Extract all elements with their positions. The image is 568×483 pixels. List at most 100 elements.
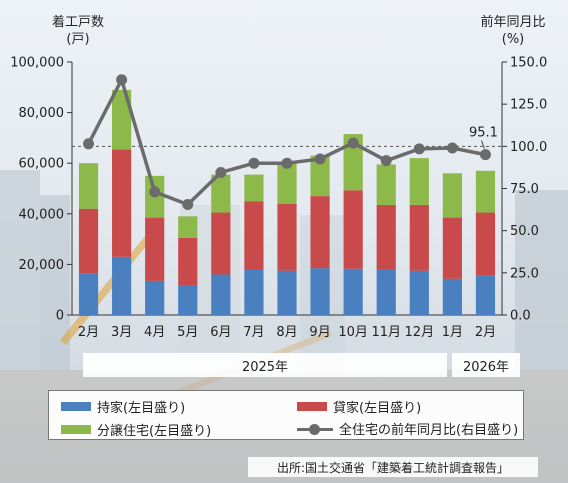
left-tick-label: 20,000 [19,258,65,273]
x-tick-label: 11月 [371,325,401,340]
legend-swatch-rental [297,402,327,411]
legend-label-yoy: 全住宅の前年同月比(右目盛り) [339,423,519,438]
right-tick-label: 25.0 [510,266,539,281]
yoy-point [446,142,458,154]
bar-segment-0 [112,256,132,315]
bar-segment-1 [475,212,496,276]
bar-segment-1 [78,208,99,274]
legend-item-yoy: 全住宅の前年同月比(右目盛り) [297,419,518,438]
left-axis-title-line1: 着工戸数 [51,15,104,30]
bar-segment-0 [211,274,231,315]
bar-segment-0 [145,280,165,315]
legend-swatch-owner [61,402,91,411]
annotation-leader [480,140,485,149]
left-axis-title: 着工戸数 (戸) [42,14,114,48]
bar-segment-2 [409,158,429,205]
yoy-point [116,74,128,86]
yoy-point [479,149,491,161]
legend-label-owner: 持家(左目盛り) [97,401,186,416]
x-tick-label: 3月 [111,325,132,340]
x-tick-label: 6月 [210,325,231,340]
bar-segment-0 [343,268,363,315]
yoy-point [149,186,161,198]
left-axis-title-line2: (戸) [66,32,90,47]
yoy-point [380,155,392,167]
x-tick-label: 2月 [475,325,496,340]
x-tick-label: 9月 [309,325,330,340]
year-label-2026: 2026年 [452,353,520,377]
yoy-point [413,143,425,155]
left-tick-label: 100,000 [10,56,64,71]
right-axis-title-line2: (%) [501,32,525,47]
bar-segment-2 [475,170,496,213]
bar-segment-1 [376,204,396,270]
right-tick-label: 50.0 [510,224,539,239]
legend-item-condo: 分譲住宅(左目盛り) [61,420,211,439]
bar-segment-1 [178,237,198,286]
year-label-2025: 2025年 [83,353,447,377]
bar-segment-2 [277,163,297,204]
bar-segment-2 [343,134,363,191]
left-tick-label: 80,000 [19,106,65,121]
right-axis-title-line1: 前年同月比 [480,15,546,30]
yoy-point [281,157,293,169]
x-tick-label: 7月 [243,325,264,340]
legend-label-rental: 貸家(左目盛り) [333,401,422,416]
bar-segment-1 [211,212,231,275]
right-tick-label: 150.0 [510,56,547,71]
legend: 持家(左目盛り) 貸家(左目盛り) 分譲住宅(左目盛り) 全住宅の前年同月比(右… [48,390,524,440]
left-tick-label: 40,000 [19,207,65,222]
bar-segment-1 [343,190,363,269]
x-tick-label: 12月 [405,325,435,340]
bar-segment-1 [277,203,297,271]
bar-segment-1 [409,204,429,271]
bar-segment-2 [78,163,99,209]
last-value-label: 95.1 [469,126,498,141]
legend-item-owner: 持家(左目盛り) [61,397,185,416]
right-tick-label: 0.0 [510,309,531,324]
bar-segment-2 [211,174,231,213]
right-axis-title: 前年同月比 (%) [470,14,556,48]
yoy-point [182,199,194,211]
legend-swatch-condo [61,425,91,434]
bar-segment-1 [442,217,462,279]
bar-segment-1 [244,201,264,270]
x-tick-label: 4月 [144,325,165,340]
bar-segment-2 [376,164,396,205]
yoy-point [215,166,227,178]
yoy-point [314,153,326,165]
legend-swatch-yoy [297,423,333,435]
right-tick-label: 75.0 [510,182,539,197]
legend-item-rental: 貸家(左目盛り) [297,397,421,416]
bar-segment-0 [376,269,396,315]
bar-segment-1 [145,217,165,281]
x-tick-label: 10月 [338,325,368,340]
bar-segment-2 [310,155,330,197]
bar-segment-2 [244,174,264,202]
x-tick-label: 5月 [177,325,198,340]
x-tick-label: 1月 [442,325,463,340]
yoy-point [248,157,260,169]
bar-segment-0 [244,269,264,315]
bar-segment-0 [409,270,429,315]
source-note: 出所:国土交通省「建築着工統計調査報告」 [248,457,538,477]
bar-segment-2 [112,89,132,150]
bar-segment-2 [442,173,462,218]
right-tick-label: 100.0 [510,140,547,155]
bar-segment-0 [475,275,496,315]
bar-segment-0 [78,273,99,315]
legend-label-condo: 分譲住宅(左目盛り) [97,424,212,439]
bar-segment-0 [442,278,462,315]
bar-segment-0 [310,268,330,315]
bar-segment-1 [112,149,132,257]
yoy-point [83,138,95,150]
right-tick-label: 125.0 [510,98,547,113]
left-tick-label: 60,000 [19,157,65,172]
yoy-point [347,137,359,149]
bar-segment-0 [277,270,297,315]
x-tick-label: 8月 [276,325,297,340]
bar-segment-0 [178,285,198,315]
x-tick-label: 2月 [78,325,99,340]
bar-segment-2 [178,216,198,238]
